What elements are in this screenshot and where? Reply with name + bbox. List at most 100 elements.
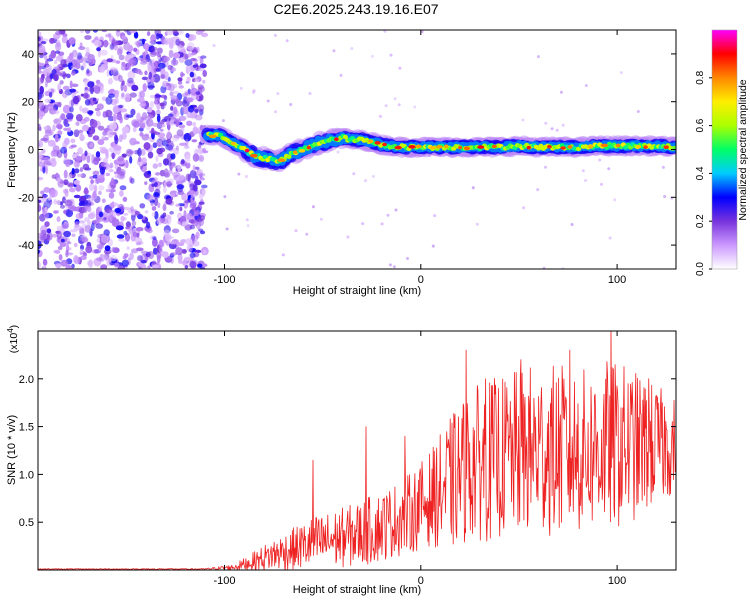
noise-blob	[123, 230, 128, 236]
noise-blob	[123, 212, 129, 216]
noise-blob	[189, 71, 195, 78]
noise-blob	[194, 108, 199, 113]
noise-blob	[88, 126, 96, 135]
noise-blob	[162, 80, 167, 88]
noise-speck	[661, 165, 665, 169]
noise-blob	[170, 95, 178, 101]
noise-speck	[380, 222, 384, 226]
noise-blob	[113, 149, 118, 154]
noise-blob	[102, 157, 108, 164]
noise-blob	[185, 138, 189, 148]
noise-blob	[158, 239, 164, 249]
noise-blob	[165, 198, 173, 205]
noise-blob	[63, 169, 68, 179]
noise-blob	[144, 181, 148, 186]
noise-blob	[136, 112, 141, 122]
noise-blob	[187, 52, 192, 58]
noise-blob	[66, 241, 72, 245]
noise-blob	[121, 153, 127, 158]
noise-blob	[151, 59, 155, 67]
noise-blob	[110, 69, 114, 75]
noise-blob	[82, 92, 89, 99]
noise-blob	[93, 85, 99, 94]
noise-blob	[118, 54, 125, 61]
signal-peak	[616, 143, 621, 148]
noise-blob	[152, 122, 160, 127]
noise-blob	[57, 124, 63, 130]
noise-blob	[134, 237, 143, 243]
noise-blob	[122, 196, 128, 202]
noise-speck	[413, 105, 417, 109]
noise-blob	[101, 198, 106, 204]
noise-blob	[62, 188, 69, 194]
noise-blob	[38, 31, 42, 37]
noise-blob	[106, 129, 114, 138]
noise-blob	[125, 160, 129, 169]
noise-blob	[103, 217, 107, 221]
noise-blob	[150, 46, 158, 52]
noise-blob	[160, 120, 165, 125]
noise-blob	[112, 216, 117, 223]
noise-blob	[118, 104, 124, 109]
snr-scale-label: (x104)	[6, 325, 20, 353]
noise-blob	[46, 58, 54, 62]
noise-blob	[38, 204, 42, 212]
noise-blob	[197, 144, 202, 149]
noise-blob	[189, 203, 197, 210]
noise-blob	[143, 142, 151, 151]
noise-blob	[77, 173, 83, 178]
signal-peak	[306, 145, 312, 150]
noise-blob	[69, 229, 78, 233]
noise-blob	[165, 120, 170, 126]
noise-blob	[167, 64, 173, 71]
noise-blob	[73, 179, 80, 185]
noise-speck	[394, 208, 398, 212]
noise-blob	[38, 123, 41, 127]
noise-blob	[79, 167, 83, 173]
noise-blob	[146, 118, 154, 127]
noise-blob	[176, 184, 185, 190]
noise-blob	[64, 137, 70, 146]
noise-blob	[186, 212, 193, 221]
noise-blob	[153, 197, 159, 207]
noise-blob	[141, 76, 148, 81]
noise-blob	[65, 209, 74, 218]
noise-blob	[200, 32, 209, 38]
noise-blob	[189, 183, 196, 191]
noise-blob	[60, 59, 67, 67]
noise-blob	[101, 30, 108, 33]
noise-blob	[177, 190, 184, 195]
signal-peak	[587, 145, 594, 149]
noise-speck	[212, 44, 216, 47]
noise-blob	[110, 152, 116, 158]
noise-blob	[151, 206, 157, 211]
noise-blob	[192, 164, 196, 172]
noise-blob	[163, 158, 169, 166]
noise-blob	[111, 177, 115, 185]
noise-blob	[121, 259, 129, 267]
noise-blob	[38, 176, 44, 181]
noise-blob	[89, 119, 98, 129]
noise-blob	[189, 169, 197, 179]
noise-speck	[346, 235, 350, 239]
noise-blob	[84, 99, 91, 106]
noise-blob	[71, 233, 76, 237]
x-tick-label: 100	[608, 575, 626, 587]
noise-blob	[162, 186, 167, 193]
noise-speck	[521, 118, 525, 122]
noise-blob	[108, 192, 115, 199]
noise-blob	[146, 31, 151, 37]
noise-blob	[104, 164, 110, 168]
noise-blob	[202, 147, 207, 153]
noise-blob	[109, 162, 114, 169]
noise-blob	[119, 185, 127, 191]
noise-speck	[581, 169, 585, 173]
noise-speck	[237, 172, 241, 176]
noise-blob	[50, 150, 55, 157]
noise-blob	[60, 113, 66, 120]
noise-blob	[86, 260, 92, 266]
noise-blob	[182, 93, 186, 97]
noise-blob	[130, 108, 136, 116]
noise-blob	[170, 59, 179, 66]
noise-blob	[131, 213, 136, 222]
